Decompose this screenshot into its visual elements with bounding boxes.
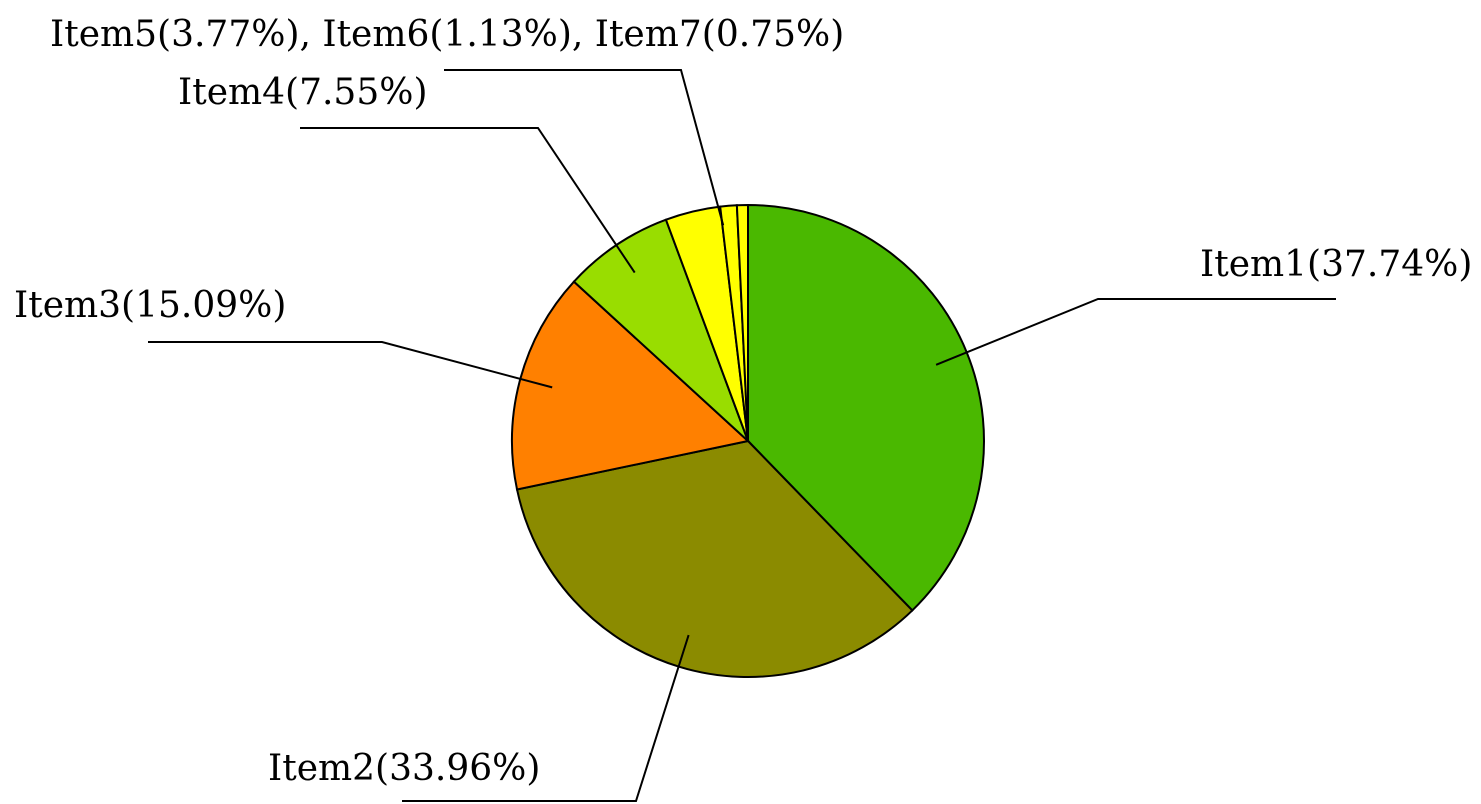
leader-lines — [148, 69, 1336, 802]
label-item1: Item1(37.74%) — [1200, 244, 1472, 285]
pie-slices — [510, 203, 985, 678]
leader-item3 — [148, 341, 553, 389]
label-item2: Item2(33.96%) — [268, 748, 540, 789]
slice-item7 — [735, 203, 749, 442]
label-item3: Item3(15.09%) — [14, 285, 286, 326]
label-item5-6-7: Item5(3.77%), Item6(1.13%), Item7(0.75%) — [50, 14, 844, 55]
slice-labels: Item1(37.74%) Item2(33.96%) Item3(15.09%… — [14, 14, 1472, 789]
leader-item1 — [935, 298, 1336, 366]
leader-item2 — [402, 634, 690, 802]
leader-item4 — [300, 127, 636, 274]
label-item4: Item4(7.55%) — [178, 72, 428, 113]
leader-item5-6-7 — [444, 69, 725, 226]
